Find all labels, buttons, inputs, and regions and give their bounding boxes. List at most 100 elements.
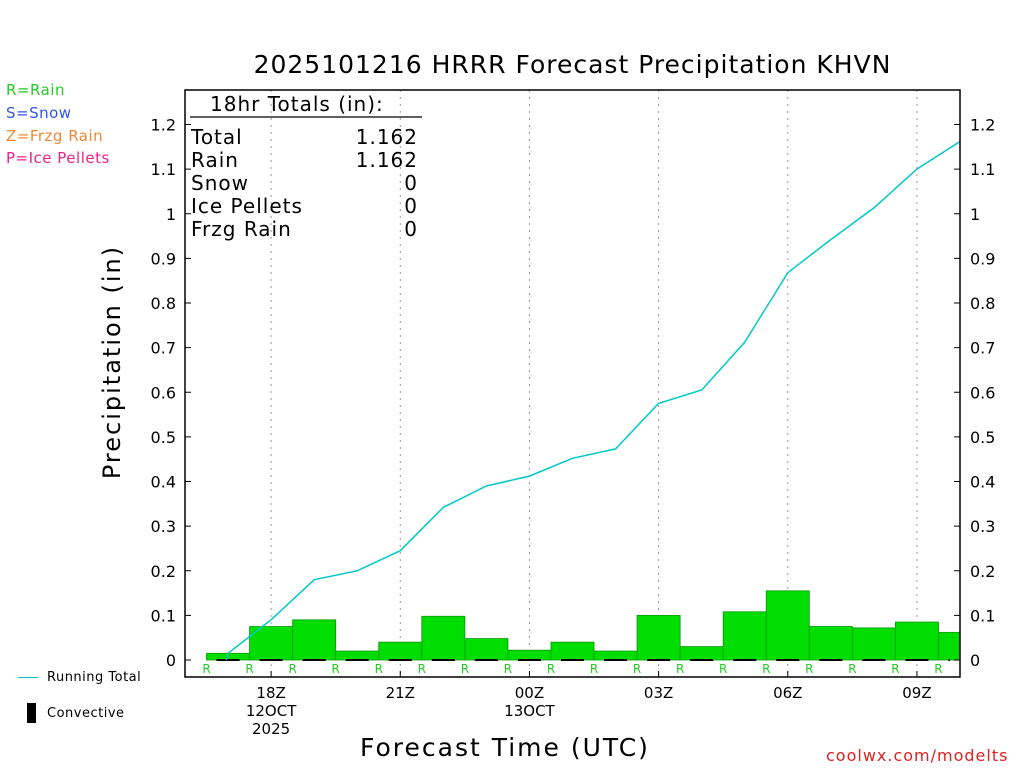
totals-row-value: 0 xyxy=(404,171,418,195)
running-total-line xyxy=(225,140,961,661)
legend-snow: S=Snow xyxy=(6,104,72,122)
ptype-letter: R xyxy=(891,662,899,676)
totals-row-label: Frzg Rain xyxy=(191,217,292,241)
y-tick-label-right: 0.9 xyxy=(970,249,995,268)
running-total-key-line xyxy=(18,677,38,678)
ptype-letter: R xyxy=(633,662,641,676)
ptype-letter: R xyxy=(719,662,727,676)
precip-bar xyxy=(593,650,638,661)
running-total-key-label: Running Total xyxy=(47,670,142,685)
x-axis-label: Forecast Time (UTC) xyxy=(360,733,650,762)
y-tick-label-left: 1 xyxy=(166,205,176,224)
ptype-letter: R xyxy=(332,662,340,676)
precip-bar xyxy=(895,621,939,661)
legend-ice-pellets: P=Ice Pellets xyxy=(6,149,110,167)
precip-bar xyxy=(765,590,810,661)
precip-bar xyxy=(421,615,466,661)
y-tick-label-left: 0.3 xyxy=(151,517,176,536)
ptype-letter: R xyxy=(848,662,856,676)
x-tick-label: 13OCT xyxy=(504,702,555,720)
x-tick-label: 00Z xyxy=(515,684,544,702)
ptype-letter: R xyxy=(934,662,942,676)
totals-header: 18hr Totals (in): xyxy=(210,92,384,116)
y-tick-label-left: 0.1 xyxy=(151,606,176,625)
ptype-letter: R xyxy=(288,662,296,676)
ptype-letter: R xyxy=(805,662,813,676)
ptype-letter: R xyxy=(762,662,770,676)
precip-bar xyxy=(679,646,724,661)
y-tick-label-left: 0.4 xyxy=(151,473,176,492)
totals-row-label: Ice Pellets xyxy=(191,194,303,218)
y-tick-label-right: 0.6 xyxy=(970,383,995,402)
precip-bar xyxy=(722,611,767,661)
x-tick-label: 2025 xyxy=(252,720,290,738)
ptype-letter: R xyxy=(202,662,210,676)
ptype-letter: R xyxy=(375,662,383,676)
ptype-letter: R xyxy=(676,662,684,676)
y-tick-label-right: 0.3 xyxy=(970,517,995,536)
y-tick-label-right: 1.2 xyxy=(970,116,995,135)
precip-bar xyxy=(851,627,896,661)
x-tick-label: 03Z xyxy=(644,684,673,702)
y-tick-label-right: 0 xyxy=(970,651,980,670)
convective-key-swatch xyxy=(27,703,36,723)
x-tick-label: 12OCT xyxy=(246,702,297,720)
totals-row-label: Rain xyxy=(191,148,239,172)
y-tick-label-left: 0.2 xyxy=(151,562,176,581)
ptype-letter: R xyxy=(461,662,469,676)
totals-row-value: 0 xyxy=(404,217,418,241)
y-tick-label-right: 0.1 xyxy=(970,606,995,625)
precip-bar xyxy=(335,650,380,661)
precip-bar xyxy=(464,638,509,661)
totals-row-value: 0 xyxy=(404,194,418,218)
legend-rain: R=Rain xyxy=(6,81,65,99)
precip-bar xyxy=(550,641,595,661)
precip-bar xyxy=(938,631,961,661)
y-tick-label-right: 0.7 xyxy=(970,339,995,358)
y-tick-label-right: 0.8 xyxy=(970,294,995,313)
y-tick-label-right: 1 xyxy=(970,205,980,224)
y-tick-label-left: 1.1 xyxy=(151,160,176,179)
chart-title: 2025101216 HRRR Forecast Precipitation K… xyxy=(253,50,892,79)
grid-lines xyxy=(270,90,918,677)
precip-bar xyxy=(292,619,337,661)
totals-row-value: 1.162 xyxy=(356,125,418,149)
totals-row-value: 1.162 xyxy=(356,148,418,172)
y-ticks-right: 0 0.1 0.2 0.3 0.4 0.5 0.6 0.7 0.8 0.9 1 1.1 1.2 xyxy=(954,116,995,670)
x-tick-label: 18Z xyxy=(256,684,285,702)
ptype-letter: R xyxy=(504,662,512,676)
convective-key-label: Convective xyxy=(47,706,125,721)
legend-frzg-rain: Z=Frzg Rain xyxy=(6,127,104,145)
y-tick-label-right: 0.4 xyxy=(970,473,995,492)
x-tick-label: 09Z xyxy=(902,684,931,702)
hourly-bars xyxy=(206,590,961,661)
x-tick-label: 21Z xyxy=(386,684,415,702)
totals-row-label: Total xyxy=(190,125,243,149)
precip-bar xyxy=(636,614,681,661)
totals-row-label: Snow xyxy=(191,171,249,195)
x-tick-label: 06Z xyxy=(773,684,802,702)
y-tick-label-left: 0 xyxy=(166,651,176,670)
y-tick-label-left: 1.2 xyxy=(151,116,176,135)
ptype-letter: R xyxy=(418,662,426,676)
ptype-letter: R xyxy=(245,662,253,676)
precip-bar xyxy=(507,649,552,661)
y-tick-label-left: 0.5 xyxy=(151,428,176,447)
y-tick-label-right: 1.1 xyxy=(970,160,995,179)
site-credit: coolwx.com/modelts xyxy=(826,746,1009,765)
y-tick-label-left: 0.7 xyxy=(151,339,176,358)
ptype-letter: R xyxy=(590,662,598,676)
y-ticks-left: 0 0.1 0.2 0.3 0.4 0.5 0.6 0.7 0.8 0.9 1 1.1 1.2 xyxy=(151,116,191,670)
precip-bar xyxy=(378,641,423,661)
ptype-letter: R xyxy=(547,662,555,676)
plot-frame xyxy=(184,89,961,678)
y-tick-label-right: 0.5 xyxy=(970,428,995,447)
y-tick-label-left: 0.8 xyxy=(151,294,176,313)
y-tick-label-left: 0.9 xyxy=(151,249,176,268)
y-tick-label-right: 0.2 xyxy=(970,562,995,581)
totals-box: 18hr Totals (in): Total 1.162 Rain 1.162 Sno… xyxy=(190,92,422,241)
precip-bar xyxy=(808,626,853,661)
